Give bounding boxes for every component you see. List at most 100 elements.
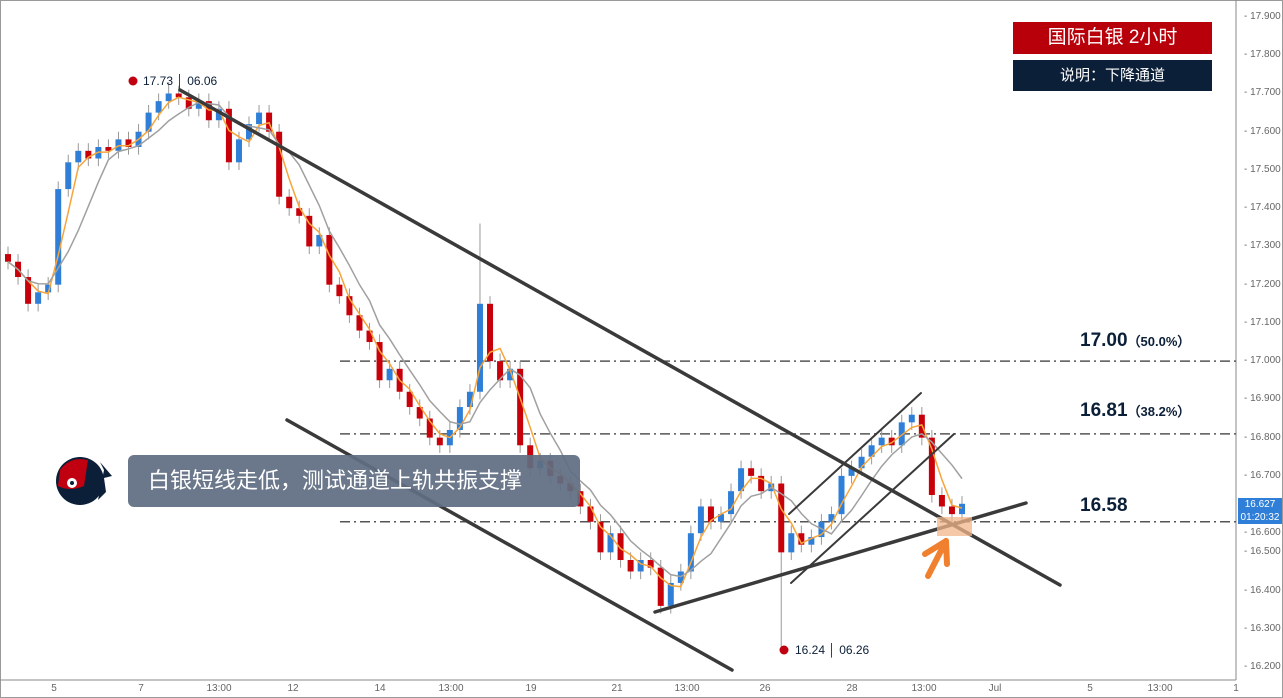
candle-up [246, 124, 253, 140]
y-tick-label: - 16.600 [1244, 527, 1281, 538]
candle-down [707, 506, 714, 522]
y-tick-label: - 16.500 [1244, 546, 1281, 558]
candle-down [497, 361, 504, 381]
candle-down [286, 196, 293, 209]
candle-up [75, 150, 82, 163]
x-tick-label: Jul [988, 683, 1002, 694]
candle-up [256, 112, 263, 125]
candle-down [356, 315, 363, 331]
candle-down [125, 139, 132, 148]
candle-down [276, 131, 283, 197]
annotation-note: 白银短线走低，测试通道上轨共振支撑 [128, 455, 580, 507]
candle-up [808, 537, 815, 545]
level-label-38: 16.81（38.2%） [1080, 400, 1190, 422]
x-tick-label: 21 [611, 683, 623, 694]
candle-down [657, 567, 664, 606]
fast-ma-line [7, 96, 963, 588]
current-price-tag: 16.627 01:20:32 [1238, 498, 1282, 524]
y-tick-label: - 17.900 [1244, 11, 1281, 22]
x-tick-label: 13:00 [674, 683, 700, 694]
candle-down [948, 506, 955, 515]
low-date: 06.26 [839, 643, 870, 657]
candle-up [145, 112, 152, 132]
high-date: 06.06 [187, 74, 218, 88]
candle-up [728, 491, 735, 515]
x-tick-label: 13:00 [1147, 683, 1173, 694]
level-pct: （50.0%） [1127, 334, 1191, 349]
candle-down [185, 97, 192, 109]
description-label: 说明：下降通道 [1013, 60, 1212, 91]
candle-down [225, 108, 232, 163]
candle-up [717, 514, 724, 522]
candle-down [346, 296, 353, 316]
x-tick-label: 14 [374, 683, 386, 694]
candle-up [155, 101, 162, 113]
low-price: 16.24 [795, 643, 826, 657]
slow-ma-line [7, 101, 963, 578]
candle-down [758, 475, 765, 492]
high-marker-dot [128, 76, 138, 86]
candle-down [928, 437, 935, 495]
y-tick-label: - 16.900 [1244, 393, 1281, 405]
current-price: 16.627 [1244, 499, 1276, 510]
level-pct: （38.2%） [1127, 404, 1191, 419]
arrow-icon [922, 538, 950, 579]
candle-down [406, 391, 413, 408]
candle-up [959, 503, 965, 515]
candle-up [838, 475, 845, 515]
channel-upper-line[interactable] [178, 88, 1062, 587]
candle-up [476, 303, 483, 392]
candle-down [938, 495, 945, 507]
candle-up [456, 407, 463, 430]
small-channel-upper-line[interactable] [788, 392, 922, 515]
candle-up [386, 368, 393, 381]
candle-down [436, 437, 443, 446]
candle-down [778, 483, 785, 553]
candle-up [878, 437, 885, 446]
y-tick-label: - 16.300 [1244, 622, 1281, 634]
y-tick-label: - 17.300 [1244, 240, 1281, 252]
x-tick-label: 13:00 [438, 683, 464, 694]
x-tick-label: 12 [287, 683, 299, 694]
candle-up [35, 292, 42, 304]
candle-up [868, 445, 875, 457]
candle-up [466, 391, 473, 408]
candle-up [45, 284, 52, 293]
instrument-title: 国际白银 2小时 [1013, 22, 1212, 54]
candle-up [65, 162, 72, 190]
level-price: 16.81 [1080, 400, 1128, 421]
candle-up [507, 368, 514, 381]
candle-up [607, 533, 614, 553]
candle-down [517, 368, 524, 446]
candle-down [587, 506, 594, 522]
y-tick-label: - 16.200 [1244, 661, 1281, 673]
candle-down [306, 215, 313, 247]
x-tick-label: 28 [846, 683, 858, 694]
x-tick-label: 26 [759, 683, 771, 694]
candle-down [336, 284, 343, 297]
candle-down [647, 560, 654, 568]
level-price: 16.58 [1080, 495, 1128, 516]
low-marker-dot [779, 645, 789, 655]
candle-up [898, 422, 905, 446]
candle-up [828, 514, 835, 522]
candle-up [697, 506, 704, 534]
level-label-support: 16.58 [1080, 495, 1128, 517]
candle-down [105, 147, 112, 151]
candle-down [5, 254, 11, 262]
candle-up [637, 560, 644, 572]
y-tick-label: - 17.000 [1244, 355, 1281, 367]
y-tick-label: - 17.600 [1244, 125, 1281, 137]
y-tick-label: - 16.800 [1244, 431, 1281, 443]
candle-down [326, 234, 333, 285]
candle-down [798, 533, 805, 545]
candle-up [908, 414, 915, 423]
candle-down [748, 468, 755, 476]
candle-up [687, 533, 694, 572]
candle-down [617, 533, 624, 561]
small-channel-lower-line[interactable] [790, 433, 955, 584]
candle-up [316, 234, 323, 247]
candle-up [848, 468, 855, 476]
x-tick-label: 13:00 [911, 683, 937, 694]
